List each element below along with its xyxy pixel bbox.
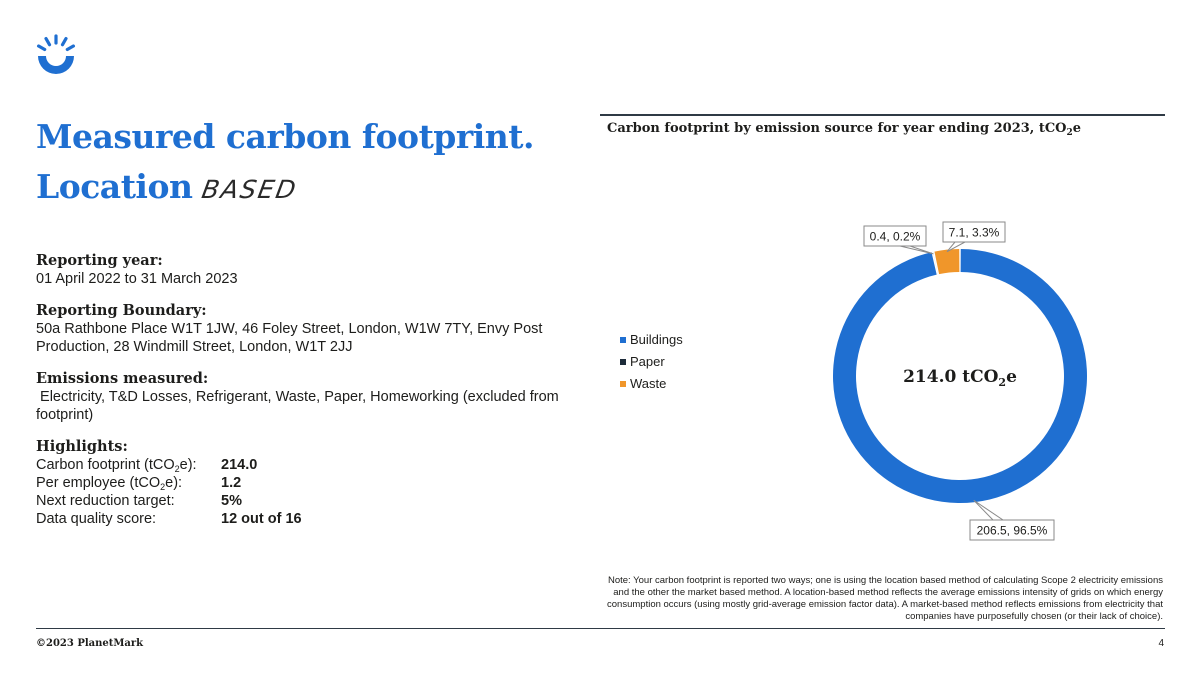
planetmark-logo-icon [36,34,76,74]
highlight-value: 1.2 [221,475,242,491]
highlight-label: Next reduction target: [36,493,175,509]
methodology-note: Note: Your carbon footprint is reported … [607,575,1163,622]
data-label: 7.1, 3.3% [949,226,1000,240]
chart-title: Carbon footprint by emission source for … [607,121,1082,138]
highlight-value: 214.0 [221,457,258,473]
chart-top-rule [600,114,1165,116]
reporting-boundary-heading: Reporting Boundary: [36,302,207,319]
highlight-label-sub: 2 [160,482,166,492]
title-line-2: Location BASED [36,162,534,215]
highlight-label-text: Carbon footprint (tCO [36,457,175,473]
title-location-word: Location [36,167,193,206]
legend-label-paper: Paper [630,354,665,369]
highlight-label: Data quality score: [36,511,157,527]
donut-slice-paper [932,251,938,275]
reporting-year-value: 01 April 2022 to 31 March 2023 [36,271,238,287]
title-script-word: BASED [200,175,301,204]
highlight-row: Per employee (tCO2e): 1.2 [36,474,566,492]
donut-chart: 214.0 tCO2e 206.5, 96.5% 0.4, 0.2% 7.1, 3.3… [620,221,1087,541]
data-label-pointer [973,499,1005,521]
footer-copyright: ©2023 PlanetMark [36,638,144,649]
footer-rule [36,628,1165,629]
highlights-heading: Highlights: [36,438,128,455]
data-label-box [942,221,1006,243]
highlight-label-sub: 2 [174,464,180,474]
highlights-table: Carbon footprint (tCO2e): 214.0 Per empl… [36,456,566,528]
legend-swatch-waste [620,381,626,387]
chart-title-suffix: e [1072,121,1082,136]
highlight-value: 12 out of 16 [221,511,302,527]
reporting-boundary-value: 50a Rathbone Place W1T 1JW, 46 Foley Str… [36,321,543,355]
donut-center-label: 214.0 tCO2e [903,367,1017,389]
highlight-label-suffix: e): [165,475,183,491]
data-label-box [969,519,1055,541]
legend-label-waste: Waste [630,376,666,391]
legend-swatch-paper [620,359,626,365]
data-label-box [863,225,927,247]
data-label: 0.4, 0.2% [870,230,921,244]
highlight-label: Carbon footprint (tCO2e): [36,456,221,474]
page-title: Measured carbon footprint. Location BASED [36,112,535,215]
donut-slice-waste [934,249,960,275]
chart-title-sub: 2 [1066,128,1073,138]
reporting-year-heading: Reporting year: [36,252,163,269]
highlight-label-text: Per employee (tCO [36,475,161,491]
highlight-label-suffix: e): [179,457,197,473]
emissions-measured-value: Electricity, T&D Losses, Refrigerant, Wa… [36,389,563,423]
chart-title-text: Carbon footprint by emission source for … [607,121,1067,136]
title-line-1: Measured carbon footprint. [36,117,535,156]
highlight-row: Data quality score: 12 out of 16 [36,510,566,528]
data-label-pointer [899,245,934,255]
page-number: 4 [1158,638,1164,649]
emissions-measured-heading: Emissions measured: [36,370,209,387]
legend-label-buildings: Buildings [630,332,683,347]
report-info: Reporting year: 01 April 2022 to 31 Marc… [36,252,566,528]
highlight-row: Carbon footprint (tCO2e): 214.0 [36,456,566,474]
legend-swatch-buildings [620,337,626,343]
data-label: 206.5, 96.5% [977,524,1048,538]
highlight-label: Per employee (tCO2e): [36,474,221,492]
highlight-row: Next reduction target: 5% [36,492,566,510]
highlight-value: 5% [221,493,242,509]
